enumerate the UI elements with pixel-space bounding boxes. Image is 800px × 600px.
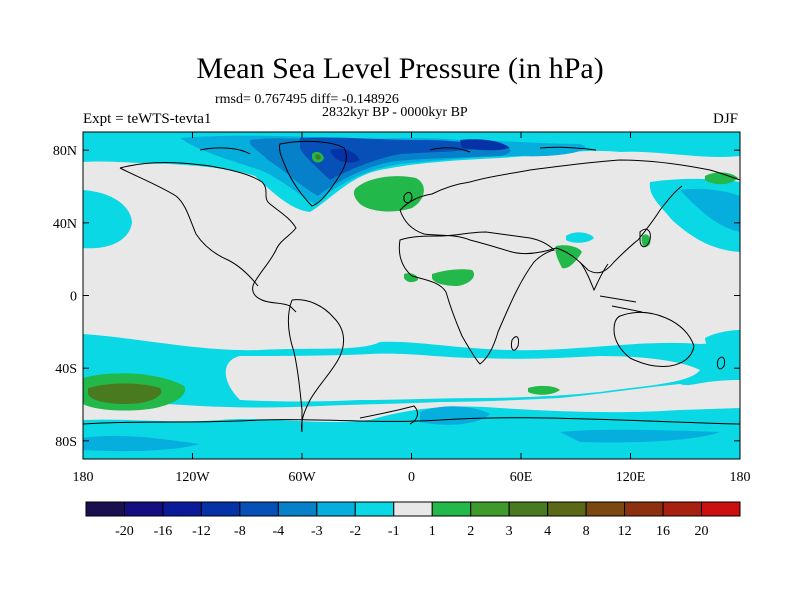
lon-tick-label: 0 [408, 470, 415, 485]
plot-title: Mean Sea Level Pressure (in hPa) [196, 52, 604, 85]
east-asia-plus2 [705, 172, 738, 185]
latitude-axis: 80N 40N 0 40S 80S [53, 144, 740, 450]
lon-tick-label: 60E [510, 470, 533, 485]
arctic-minus8-b [330, 148, 360, 163]
colorbar-swatch [277, 501, 318, 517]
colorbar-swatch [316, 501, 356, 517]
colorbar-label: 4 [544, 524, 551, 539]
north-east-pacific-minus2 [680, 188, 740, 232]
coastlines [83, 140, 740, 433]
colorbar-label: 8 [583, 524, 590, 539]
colorbar-swatch [123, 501, 164, 517]
lat-tick-label: 40S [55, 362, 77, 377]
colorbar-label: -1 [388, 524, 400, 539]
colorbar-swatch [162, 501, 202, 517]
colorbar-label: -20 [115, 524, 134, 539]
lat-tick-label: 40N [53, 217, 77, 232]
colorbar-label: -12 [192, 524, 211, 539]
colorbar-label: -8 [234, 524, 246, 539]
colorbar-label: 16 [656, 524, 670, 539]
north-west-pacific-minus1 [83, 190, 132, 249]
colorbar-swatch [662, 501, 703, 517]
colorbar-swatch [701, 501, 741, 517]
colorbar-label: 2 [467, 524, 474, 539]
antarctic-margin-band [83, 406, 740, 459]
lat-tick-label: 0 [70, 290, 77, 305]
south-indian-plus2 [528, 385, 560, 395]
colorbar-label: 3 [506, 524, 513, 539]
arctic-minus4 [300, 137, 480, 180]
experiment-label: Expt = teWTS-tevta1 [83, 111, 212, 127]
time-period-label: 2832kyr BP - 0000kyr BP [322, 105, 468, 120]
colorbar-swatch [239, 501, 279, 517]
arabia-plus2 [555, 245, 582, 269]
colorbar-label: 20 [695, 524, 709, 539]
lon-tick-label: 60W [288, 470, 316, 485]
colorbar-swatch [585, 501, 626, 517]
lon-tick-label: 120E [616, 470, 646, 485]
colorbar-swatch [393, 501, 433, 517]
colorbar-label: -3 [311, 524, 323, 539]
south-pacific-plus3 [88, 383, 162, 404]
lon-tick-label: 180 [73, 470, 94, 485]
colorbar: -20 -16 -12 -8 -4 -3 -2 -1 1 2 3 4 8 12 16 20 [85, 501, 741, 539]
colorbar-swatch [85, 501, 125, 517]
colorbar-swatch [508, 501, 549, 517]
colorbar-label: -16 [154, 524, 173, 539]
red-sea-minus1 [566, 232, 594, 243]
colorbar-label: -4 [273, 524, 285, 539]
lon-tick-label: 120W [175, 470, 210, 485]
colorbar-swatch [200, 501, 241, 517]
lat-tick-label: 80N [53, 144, 77, 159]
arctic-minus8 [460, 139, 510, 151]
antarctic-minus2-3 [560, 429, 720, 443]
colorbar-swatch [470, 501, 510, 517]
rmsd-diff-stats: rmsd= 0.767495 diff= -0.148926 [215, 92, 399, 107]
longitude-axis: 180 120W 60W 0 60E 120E 180 [73, 132, 751, 485]
colorbar-label: 1 [429, 524, 436, 539]
sahara-plus2 [432, 269, 475, 286]
colorbar-swatch [547, 501, 587, 517]
colorbar-label: 12 [618, 524, 632, 539]
anomaly-fields [83, 132, 740, 459]
lat-tick-label: 80S [55, 435, 77, 450]
season-label: DJF [713, 111, 739, 127]
antarctic-minus2-2 [83, 435, 200, 452]
colorbar-swatch [354, 501, 395, 517]
southern-gap-1 [225, 353, 700, 402]
lon-tick-label: 180 [730, 470, 751, 485]
colorbar-swatch [431, 501, 472, 517]
colorbar-label: -2 [349, 524, 361, 539]
south-east-pacific-minus1 [705, 330, 740, 362]
west-africa-plus2 [404, 273, 418, 283]
colorbar-swatch [624, 501, 664, 517]
greenland-plus3 [315, 154, 321, 160]
